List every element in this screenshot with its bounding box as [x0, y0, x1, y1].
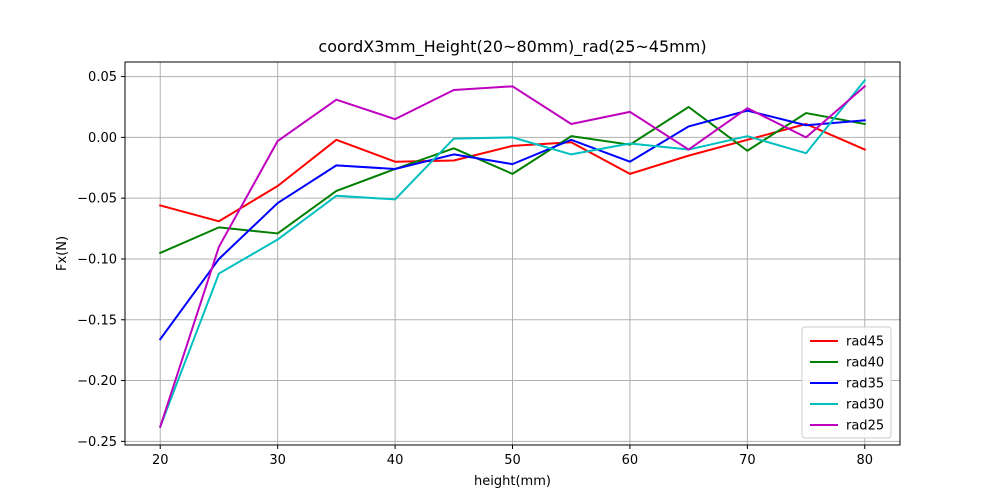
legend-label-rad40: rad40	[846, 356, 884, 371]
legend-label-rad35: rad35	[846, 377, 884, 392]
y-tick-label: −0.05	[77, 192, 117, 207]
y-tick-label: −0.25	[77, 435, 117, 450]
y-axis-label: Fx(N)	[55, 236, 70, 271]
series-group	[158, 78, 867, 429]
x-tick-label: 60	[622, 453, 639, 468]
y-tick-label: −0.10	[77, 252, 117, 267]
x-axis-ticks: 20 30 40 50 60 70 80	[152, 445, 873, 468]
x-tick-label: 30	[269, 453, 286, 468]
y-tick-label: 0.05	[88, 70, 117, 85]
legend: rad45 rad40 rad35 rad30 rad25	[801, 326, 892, 439]
legend-box	[801, 326, 892, 439]
y-axis-ticks: −0.25 −0.20 −0.15 −0.10 −0.05 0.00 0.05	[77, 70, 125, 450]
legend-label-rad30: rad30	[846, 398, 884, 413]
legend-label-rad45: rad45	[846, 335, 884, 350]
series-line-rad25	[158, 84, 867, 429]
y-tick-label: −0.15	[77, 313, 117, 328]
series-line-rad40	[158, 105, 866, 255]
x-tick-label: 70	[739, 453, 756, 468]
series-line-rad35	[158, 109, 866, 341]
series-line-rad45	[159, 123, 867, 223]
legend-label-rad25: rad25	[846, 419, 884, 434]
x-tick-label: 40	[387, 453, 404, 468]
chart-title: coordX3mm_Height(20~80mm)_rad(25~45mm)	[318, 37, 706, 57]
y-tick-label: 0.00	[88, 131, 117, 146]
y-tick-label: −0.20	[77, 374, 117, 389]
x-axis-label: height(mm)	[474, 474, 551, 489]
x-tick-label: 20	[152, 453, 169, 468]
x-tick-label: 50	[504, 453, 521, 468]
series-line-rad30	[158, 78, 867, 429]
x-tick-label: 80	[856, 453, 873, 468]
